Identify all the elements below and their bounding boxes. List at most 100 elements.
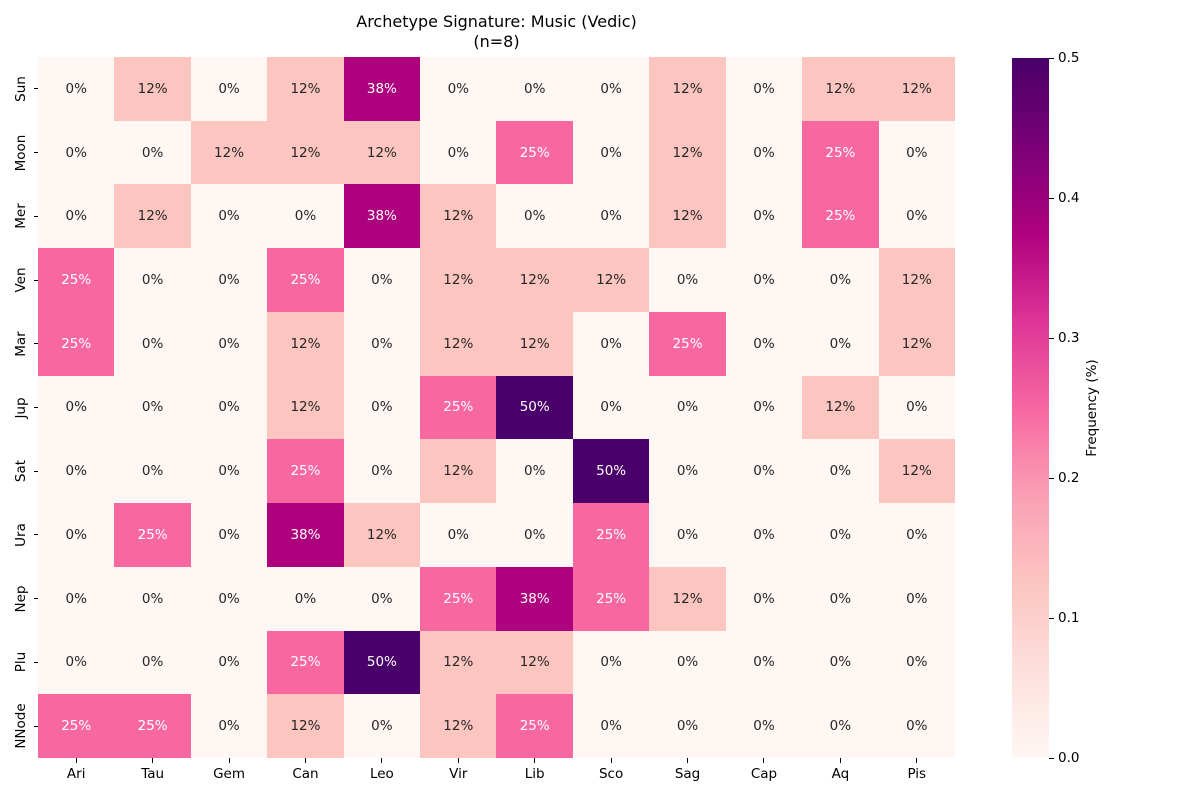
heatmap-cell: 0% bbox=[725, 439, 803, 504]
heatmap-cell: 0% bbox=[878, 120, 955, 185]
heatmap-cell: 0% bbox=[649, 503, 726, 567]
y-axis-tick bbox=[33, 215, 38, 217]
heatmap-cell: 25% bbox=[496, 120, 573, 185]
heatmap-cell: 0% bbox=[802, 439, 879, 504]
heatmap-cell: 12% bbox=[420, 248, 497, 312]
heatmap-cell: 12% bbox=[649, 184, 726, 249]
heatmap-cell: 38% bbox=[343, 57, 421, 121]
y-axis-label: Sat bbox=[13, 460, 29, 483]
heatmap-cell: 0% bbox=[878, 630, 955, 695]
heatmap-cell: 12% bbox=[496, 311, 573, 376]
heatmap-cell: 0% bbox=[267, 566, 344, 631]
heatmap-cell: 12% bbox=[420, 439, 497, 504]
heatmap-cell: 12% bbox=[649, 57, 726, 121]
heatmap-cell: 25% bbox=[420, 566, 497, 631]
heatmap-cell: 0% bbox=[343, 566, 421, 631]
heatmap-cell: 0% bbox=[343, 248, 421, 312]
x-axis-label: Lib bbox=[524, 766, 545, 782]
heatmap-cell: 25% bbox=[38, 694, 115, 758]
heatmap-cell: 0% bbox=[190, 311, 268, 376]
heatmap-cell: 0% bbox=[114, 120, 191, 185]
x-axis-label: Gem bbox=[213, 766, 245, 782]
heatmap-cell: 12% bbox=[114, 184, 191, 249]
heatmap-cell: 50% bbox=[572, 439, 650, 504]
x-axis-tick bbox=[687, 758, 689, 763]
colorbar-tick-label: 0.0 bbox=[1058, 750, 1080, 766]
heatmap-cell: 0% bbox=[496, 57, 573, 121]
heatmap-cell: 0% bbox=[878, 566, 955, 631]
x-axis-label: Sag bbox=[674, 766, 701, 782]
x-axis-label: Tau bbox=[141, 766, 165, 782]
heatmap-cell: 0% bbox=[420, 57, 497, 121]
heatmap-cell: 12% bbox=[420, 311, 497, 376]
heatmap-cell: 0% bbox=[114, 439, 191, 504]
y-axis-tick bbox=[33, 407, 38, 408]
heatmap-cell: 0% bbox=[343, 694, 421, 758]
heatmap-cell: 25% bbox=[420, 375, 497, 440]
heatmap-cell: 0% bbox=[343, 439, 421, 504]
heatmap-cell: 12% bbox=[649, 120, 726, 185]
heatmap-cell: 12% bbox=[420, 694, 497, 758]
y-axis-label: Plu bbox=[13, 652, 29, 673]
heatmap-cell: 12% bbox=[802, 57, 879, 121]
colorbar-tick bbox=[1049, 477, 1054, 479]
x-axis-tick bbox=[457, 758, 459, 763]
heatmap-cell: 0% bbox=[496, 184, 573, 249]
heatmap-cell: 0% bbox=[725, 566, 803, 631]
heatmap-cell: 0% bbox=[802, 694, 879, 758]
heatmap-cell: 12% bbox=[572, 248, 650, 312]
heatmap-cell: 50% bbox=[343, 630, 421, 695]
heatmap-cell: 0% bbox=[114, 311, 191, 376]
heatmap-cell: 0% bbox=[190, 248, 268, 312]
heatmap-cell: 0% bbox=[725, 311, 803, 376]
y-axis-tick bbox=[33, 88, 38, 90]
heatmap-cell: 0% bbox=[38, 120, 115, 185]
heatmap-cell: 12% bbox=[496, 630, 573, 695]
heatmap-cell: 0% bbox=[343, 311, 421, 376]
x-axis-label: Sco bbox=[598, 766, 624, 782]
heatmap-cell: 0% bbox=[114, 375, 191, 440]
colorbar bbox=[1012, 58, 1049, 758]
heatmap-cell: 0% bbox=[38, 503, 115, 567]
heatmap-cell: 0% bbox=[649, 439, 726, 504]
heatmap-cell: 25% bbox=[114, 503, 191, 567]
heatmap-cell: 12% bbox=[267, 311, 344, 376]
heatmap-cell: 12% bbox=[343, 120, 421, 185]
colorbar-tick-label: 0.4 bbox=[1058, 190, 1080, 206]
x-axis-label: Ari bbox=[66, 766, 86, 782]
heatmap-cell: 0% bbox=[649, 694, 726, 758]
x-axis-tick bbox=[839, 758, 841, 763]
heatmap-cell: 0% bbox=[572, 184, 650, 249]
heatmap-cell: 12% bbox=[878, 248, 955, 312]
heatmap-cell: 0% bbox=[572, 630, 650, 695]
heatmap-cell: 12% bbox=[649, 566, 726, 631]
heatmap-cell: 12% bbox=[878, 439, 955, 504]
heatmap-cell: 12% bbox=[802, 375, 879, 440]
colorbar-tick-label: 0.2 bbox=[1058, 470, 1080, 486]
y-axis-label: NNode bbox=[13, 703, 29, 749]
heatmap-cell: 0% bbox=[343, 375, 421, 440]
heatmap-cell: 0% bbox=[725, 184, 803, 249]
heatmap-cell: 12% bbox=[267, 57, 344, 121]
colorbar-tick bbox=[1049, 337, 1054, 339]
y-axis-tick bbox=[33, 152, 38, 154]
colorbar-tick-label: 0.3 bbox=[1058, 330, 1080, 346]
x-axis-tick bbox=[763, 758, 765, 763]
heatmap-cell: 0% bbox=[420, 120, 497, 185]
heatmap-cell: 0% bbox=[802, 311, 879, 376]
y-axis-label: Ura bbox=[13, 523, 29, 547]
heatmap-cell: 0% bbox=[649, 248, 726, 312]
heatmap-cell: 0% bbox=[802, 503, 879, 567]
chart-subtitle: (n=8) bbox=[473, 32, 520, 51]
heatmap-cell: 0% bbox=[802, 566, 879, 631]
colorbar-tick-label: 0.1 bbox=[1058, 610, 1080, 626]
heatmap-cell: 0% bbox=[38, 375, 115, 440]
colorbar-tick bbox=[1049, 57, 1054, 59]
heatmap-cell: 0% bbox=[649, 630, 726, 695]
heatmap-cell: 0% bbox=[649, 375, 726, 440]
heatmap-cell: 12% bbox=[267, 120, 344, 185]
y-axis-tick bbox=[33, 279, 38, 281]
y-axis-label: Ven bbox=[13, 267, 29, 293]
heatmap-cell: 0% bbox=[190, 566, 268, 631]
heatmap-cell: 0% bbox=[725, 375, 803, 440]
